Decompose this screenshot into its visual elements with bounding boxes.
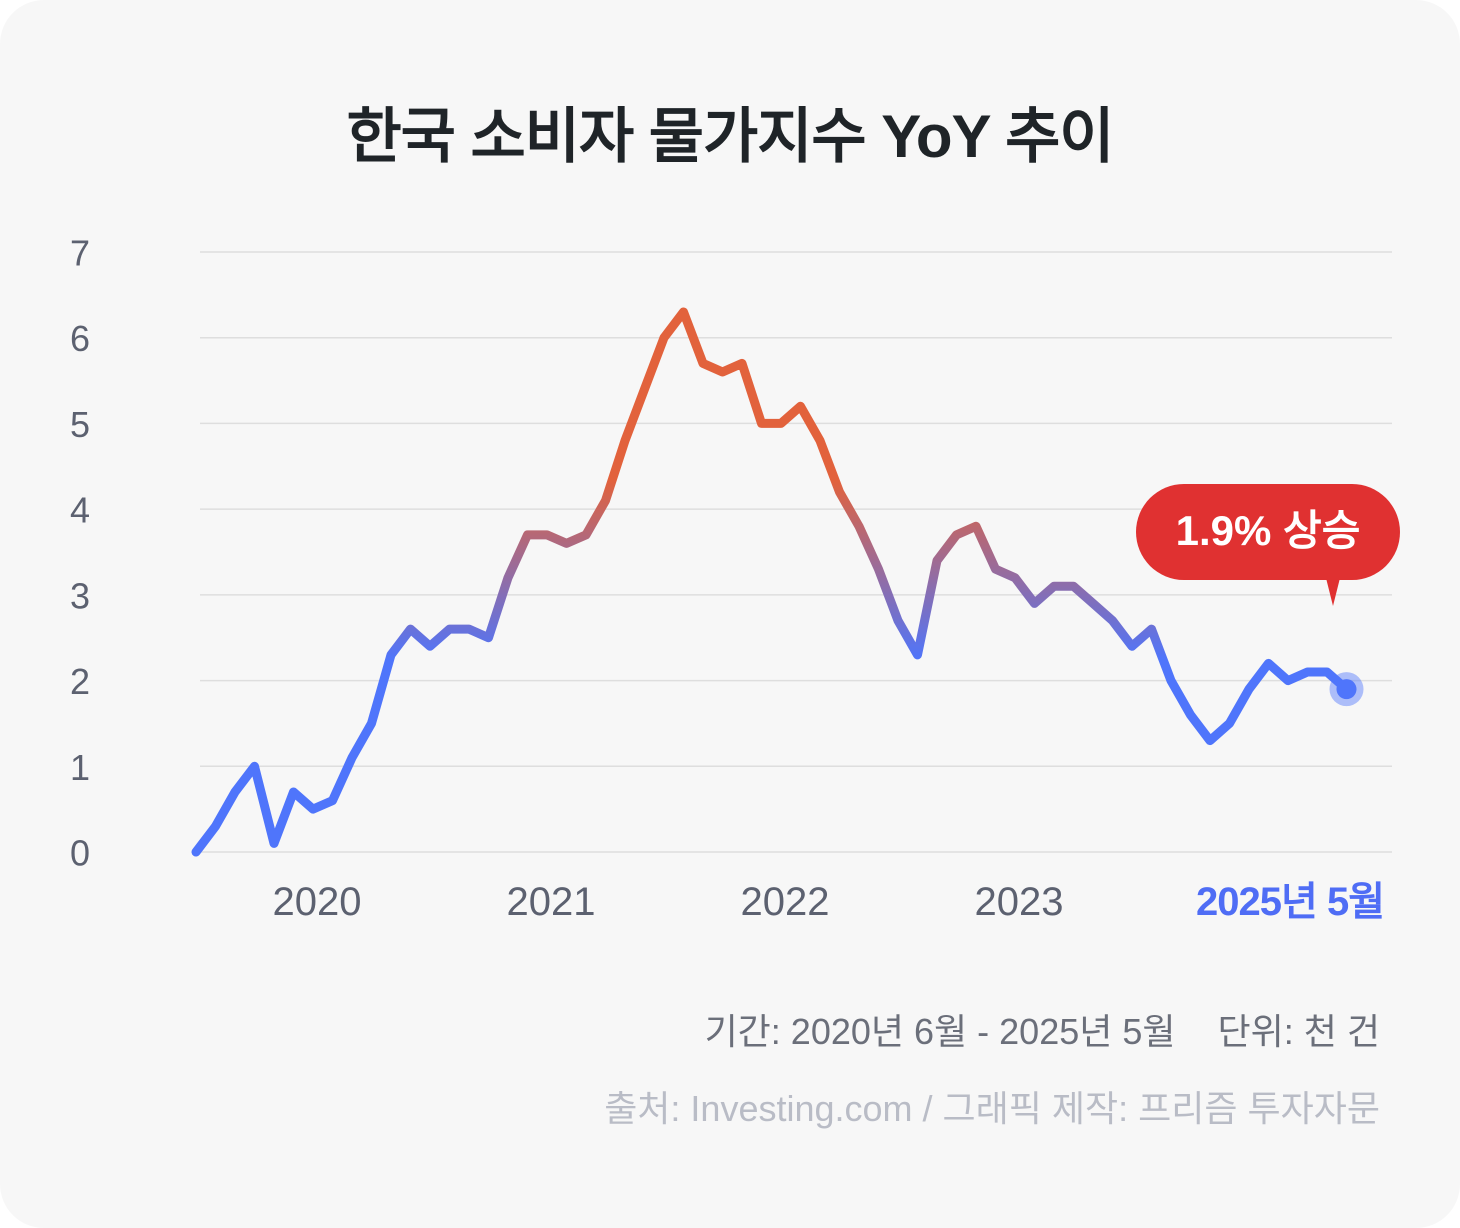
last-point-marker [1329, 672, 1364, 707]
y-tick-label: 7 [70, 233, 90, 274]
source-note: 출처: Investing.com / 그래픽 제작: 프리즘 투자자문 [604, 1088, 1380, 1129]
y-tick-label: 1 [70, 747, 90, 788]
y-tick-label: 6 [70, 318, 90, 359]
y-tick-label: 4 [70, 490, 90, 531]
x-axis-ticks: 2020 2021 2022 2023 2025년 5월 [273, 880, 1385, 924]
x-tick-label: 2023 [975, 880, 1064, 924]
series-line [191, 307, 1351, 857]
x-tick-label: 2021 [507, 880, 596, 924]
y-tick-label: 3 [70, 575, 90, 616]
grid-lines [200, 251, 1392, 853]
x-tick-label: 2022 [741, 880, 830, 924]
chart-title: 한국 소비자 물가지수 YoY 추이 [346, 103, 1114, 170]
callout-badge: 1.9% 상승 [1136, 484, 1400, 606]
period-unit-note: 기간: 2020년 6월 - 2025년 5월 단위: 천 건 [705, 1003, 1380, 1055]
callout-label: 1.9% 상승 [1176, 507, 1361, 554]
callout-bubble [1136, 484, 1400, 580]
last-point-dot [1336, 679, 1357, 700]
y-axis-ticks: 0 1 2 3 4 5 6 7 [70, 233, 90, 874]
series-line-path [191, 307, 1351, 857]
y-tick-label: 5 [70, 404, 90, 445]
x-tick-label: 2020 [273, 880, 362, 924]
x-tick-label: 2025년 5월 [1196, 880, 1384, 924]
period-label: 기간: 2020년 6월 - 2025년 5월 [704, 1011, 1176, 1052]
callout-pointer [1326, 578, 1340, 606]
y-tick-label: 2 [70, 661, 90, 702]
y-tick-label: 0 [70, 833, 90, 874]
unit-label: 단위: 천 건 [1217, 1011, 1381, 1052]
